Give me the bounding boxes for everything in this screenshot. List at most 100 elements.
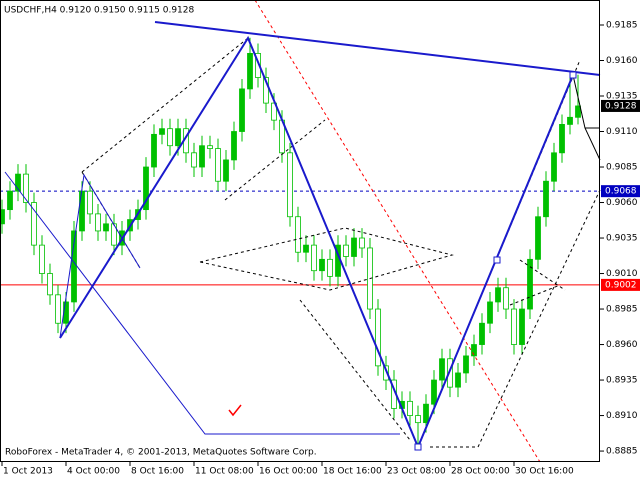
candle-body	[7, 190, 13, 211]
y-tick-label: 0.8885	[606, 447, 638, 457]
candle-body	[87, 190, 93, 215]
candle-body	[535, 216, 541, 260]
y-tick-label: 0.9160	[606, 56, 638, 66]
level-label-box	[601, 185, 640, 198]
candle-body	[143, 166, 149, 211]
candle-body	[31, 202, 37, 246]
y-tick-label: 0.9010	[606, 269, 638, 279]
candle-body	[407, 400, 413, 416]
y-tick-label: 0.9135	[606, 92, 638, 102]
candle-body	[231, 131, 237, 161]
candle-body	[415, 415, 421, 424]
candle-body	[15, 173, 21, 192]
y-tick-label: 0.8935	[606, 376, 638, 386]
candle-body	[287, 152, 293, 218]
y-tick-label: 0.9110	[606, 127, 638, 137]
candle-body	[175, 128, 181, 147]
candle-body	[191, 152, 197, 168]
candle-body	[111, 223, 117, 246]
candle-body	[215, 148, 221, 182]
candle-body	[223, 159, 229, 182]
x-tick-label: 8 Oct 16:00	[131, 467, 184, 477]
wave-point	[414, 443, 422, 451]
y-tick-label: 0.8960	[606, 340, 638, 350]
x-tick-label: 30 Oct 16:00	[515, 467, 574, 477]
candle-body	[95, 213, 101, 232]
y-tick-label: 0.8910	[606, 411, 638, 421]
x-tick-label: 23 Oct 08:00	[387, 467, 446, 477]
candle-body	[207, 145, 213, 149]
candle-body	[151, 133, 157, 168]
candle-body	[551, 152, 557, 182]
y-tick-label: 0.8985	[606, 305, 638, 315]
candle-body	[455, 372, 461, 388]
candle-body	[359, 237, 365, 249]
chart-title: USDCHF,H4 0.9120 0.9150 0.9115 0.9128	[4, 6, 194, 16]
axis-layer	[0, 24, 604, 466]
current-price-label: 0.9128	[605, 101, 637, 111]
x-tick-label: 11 Oct 08:00	[195, 467, 254, 477]
candle-body	[63, 301, 69, 324]
candle-body	[23, 173, 29, 203]
x-tick-label: 28 Oct 00:00	[451, 467, 510, 477]
candle-body	[519, 308, 525, 345]
candle-body	[263, 77, 269, 104]
axis-labels: 0.91850.91600.91350.91100.90850.90600.90…	[3, 20, 640, 477]
candle-body	[463, 355, 469, 374]
wave-point	[493, 256, 501, 264]
level-label-box	[601, 278, 640, 291]
candle-body	[351, 237, 357, 257]
wave-point	[569, 71, 577, 79]
candle-body	[199, 145, 205, 168]
candle-body	[527, 258, 533, 310]
candle-body	[303, 244, 309, 253]
candle-body	[39, 244, 45, 274]
plot-frame	[0, 0, 600, 462]
candle-body	[327, 258, 333, 277]
dashed-diamond	[199, 227, 454, 291]
y-tick-label: 0.9060	[606, 198, 638, 208]
thin-blue-line	[59, 173, 141, 339]
candle-body	[447, 358, 453, 388]
candle-body	[471, 344, 477, 357]
candle-body	[295, 216, 301, 253]
candle-body	[311, 244, 317, 272]
x-tick-label: 1 Oct 2013	[3, 467, 53, 477]
candle-body	[319, 258, 325, 272]
candle-body	[511, 308, 517, 345]
check-mark	[228, 404, 242, 417]
candle-body	[559, 124, 565, 154]
candle-body	[495, 287, 501, 303]
level-label: 0.9002	[605, 280, 637, 290]
x-tick-label: 16 Oct 00:00	[259, 467, 318, 477]
candle-body	[487, 301, 493, 324]
y-tick-label: 0.9085	[606, 163, 638, 173]
x-tick-label: 18 Oct 16:00	[323, 467, 382, 477]
candle-body	[439, 358, 445, 381]
level-label: 0.9068	[605, 187, 637, 197]
top-trendline	[154, 21, 601, 76]
red-dashed-line	[254, 0, 541, 463]
x-tick-label: 4 Oct 00:00	[67, 467, 120, 477]
candle-body	[343, 244, 349, 257]
candle-body	[543, 180, 549, 218]
candle-body	[239, 88, 245, 132]
candle-body	[423, 403, 429, 424]
candle-body	[575, 105, 581, 118]
candle-body	[375, 308, 381, 367]
candle-body	[159, 128, 165, 135]
y-tick-label: 0.9185	[606, 20, 638, 30]
y-tick-label: 0.9035	[606, 234, 638, 244]
candle-body	[503, 287, 509, 310]
candle-body	[0, 209, 5, 225]
candle-body	[383, 365, 389, 381]
footer: RoboForex - MetaTrader 4, © 2001-2013, M…	[5, 448, 317, 458]
candle-body	[47, 273, 53, 296]
candle-body	[567, 116, 573, 125]
candle-body	[103, 223, 109, 232]
current-price-box	[601, 99, 640, 112]
